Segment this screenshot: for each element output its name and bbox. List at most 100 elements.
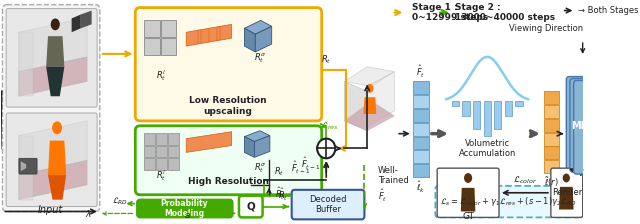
- Text: $\hat{R}_t$: $\hat{R}_t$: [275, 186, 285, 202]
- Polygon shape: [344, 67, 394, 86]
- Polygon shape: [244, 137, 255, 157]
- Text: GT: GT: [462, 212, 474, 221]
- Bar: [413, 123, 429, 136]
- Polygon shape: [186, 132, 232, 152]
- Bar: [413, 109, 429, 122]
- Text: Decoded
Buffer: Decoded Buffer: [309, 195, 347, 214]
- Polygon shape: [244, 20, 272, 34]
- Polygon shape: [255, 26, 272, 52]
- Polygon shape: [81, 11, 92, 28]
- Polygon shape: [19, 160, 87, 200]
- Bar: [168, 158, 179, 170]
- Text: $\hat{R}_t$: $\hat{R}_t$: [278, 187, 289, 203]
- Bar: [413, 82, 429, 94]
- FancyBboxPatch shape: [435, 186, 581, 218]
- Bar: [543, 105, 559, 118]
- Text: $\hat{F}_{t-1}$: $\hat{F}_{t-1}$: [301, 156, 321, 172]
- Polygon shape: [367, 72, 394, 126]
- Circle shape: [317, 139, 335, 158]
- Text: Volumetric
Accumulation: Volumetric Accumulation: [458, 139, 516, 158]
- Polygon shape: [19, 17, 87, 72]
- FancyBboxPatch shape: [19, 158, 37, 174]
- Text: Low Resolution
upscaling: Low Resolution upscaling: [189, 96, 267, 116]
- Bar: [145, 146, 156, 157]
- Text: $\mathcal{L}_{res}$: $\mathcal{L}_{res}$: [321, 120, 339, 131]
- Bar: [145, 20, 160, 37]
- Polygon shape: [20, 161, 26, 171]
- Bar: [543, 160, 559, 173]
- Ellipse shape: [52, 121, 62, 134]
- FancyBboxPatch shape: [570, 79, 595, 172]
- Text: $R_t$: $R_t$: [321, 54, 332, 66]
- Polygon shape: [244, 28, 255, 52]
- Text: $\hat{F}_t$: $\hat{F}_t$: [416, 63, 426, 80]
- Polygon shape: [461, 188, 476, 211]
- Text: $\mathcal{L}_{color}$: $\mathcal{L}_{color}$: [513, 174, 538, 186]
- Polygon shape: [344, 82, 367, 131]
- Polygon shape: [186, 24, 232, 46]
- Polygon shape: [19, 136, 33, 200]
- FancyBboxPatch shape: [137, 200, 232, 218]
- Text: $\tilde{\ell}(r)$: $\tilde{\ell}(r)$: [545, 175, 559, 189]
- Polygon shape: [364, 97, 376, 114]
- Text: $R_t^\sigma$: $R_t^\sigma$: [253, 51, 266, 65]
- Bar: [452, 101, 459, 106]
- Bar: [515, 101, 523, 106]
- Bar: [494, 101, 502, 129]
- Bar: [161, 38, 176, 55]
- Bar: [413, 151, 429, 163]
- FancyBboxPatch shape: [573, 80, 599, 174]
- Bar: [462, 101, 470, 116]
- Text: $a$: $a$: [184, 211, 191, 220]
- Text: Stage 1 :
0~12999 steps: Stage 1 : 0~12999 steps: [412, 3, 488, 22]
- Bar: [543, 91, 559, 104]
- Bar: [543, 146, 559, 159]
- FancyBboxPatch shape: [551, 168, 582, 218]
- FancyBboxPatch shape: [135, 126, 322, 195]
- Text: Stage 2 :
13000~40000 steps: Stage 2 : 13000~40000 steps: [456, 3, 556, 22]
- Bar: [505, 101, 512, 116]
- Text: $\hat{F}_{t-1}$: $\hat{F}_{t-1}$: [291, 160, 310, 176]
- Polygon shape: [48, 141, 66, 175]
- Bar: [473, 101, 480, 129]
- Polygon shape: [344, 101, 394, 131]
- Text: $\lambda$: $\lambda$: [85, 208, 92, 219]
- Bar: [484, 101, 491, 136]
- FancyBboxPatch shape: [3, 5, 100, 211]
- Text: Well-
Trained
$\hat{F}_t$: Well- Trained $\hat{F}_t$: [378, 166, 409, 204]
- Ellipse shape: [51, 18, 60, 30]
- Bar: [156, 158, 167, 170]
- Text: Probability
Modeling: Probability Modeling: [161, 199, 208, 218]
- FancyBboxPatch shape: [437, 168, 499, 218]
- Bar: [156, 146, 167, 157]
- Bar: [543, 119, 559, 132]
- Bar: [156, 133, 167, 144]
- Bar: [413, 95, 429, 108]
- Text: Viewing Direction: Viewing Direction: [509, 24, 582, 33]
- Polygon shape: [244, 131, 270, 142]
- Text: $\mathcal{L}_s = \mathcal{L}_{color} + \gamma_1\mathcal{L}_{res} + (s-1)\gamma_2: $\mathcal{L}_s = \mathcal{L}_{color} + \…: [440, 195, 577, 208]
- Text: $\mathcal{L}_{RD}$: $\mathcal{L}_{RD}$: [112, 196, 128, 207]
- FancyBboxPatch shape: [566, 77, 592, 170]
- FancyBboxPatch shape: [6, 113, 97, 207]
- Polygon shape: [46, 36, 65, 67]
- Text: $R_t^\sigma$: $R_t^\sigma$: [253, 162, 266, 175]
- FancyBboxPatch shape: [292, 190, 364, 219]
- FancyBboxPatch shape: [135, 8, 322, 121]
- Polygon shape: [559, 187, 573, 209]
- Bar: [413, 164, 429, 177]
- Text: → Both Stages: → Both Stages: [578, 6, 639, 15]
- Ellipse shape: [563, 174, 570, 182]
- Text: $R_t^l$: $R_t^l$: [156, 68, 166, 83]
- Ellipse shape: [464, 173, 472, 183]
- Bar: [168, 146, 179, 157]
- Text: $\hat{\ell}_k$: $\hat{\ell}_k$: [416, 180, 426, 195]
- Polygon shape: [48, 175, 66, 200]
- Bar: [161, 20, 176, 37]
- Text: Render: Render: [552, 188, 582, 197]
- Bar: [168, 133, 179, 144]
- Polygon shape: [46, 67, 65, 96]
- Polygon shape: [255, 136, 270, 157]
- Text: MLP: MLP: [571, 121, 594, 131]
- Ellipse shape: [366, 84, 374, 93]
